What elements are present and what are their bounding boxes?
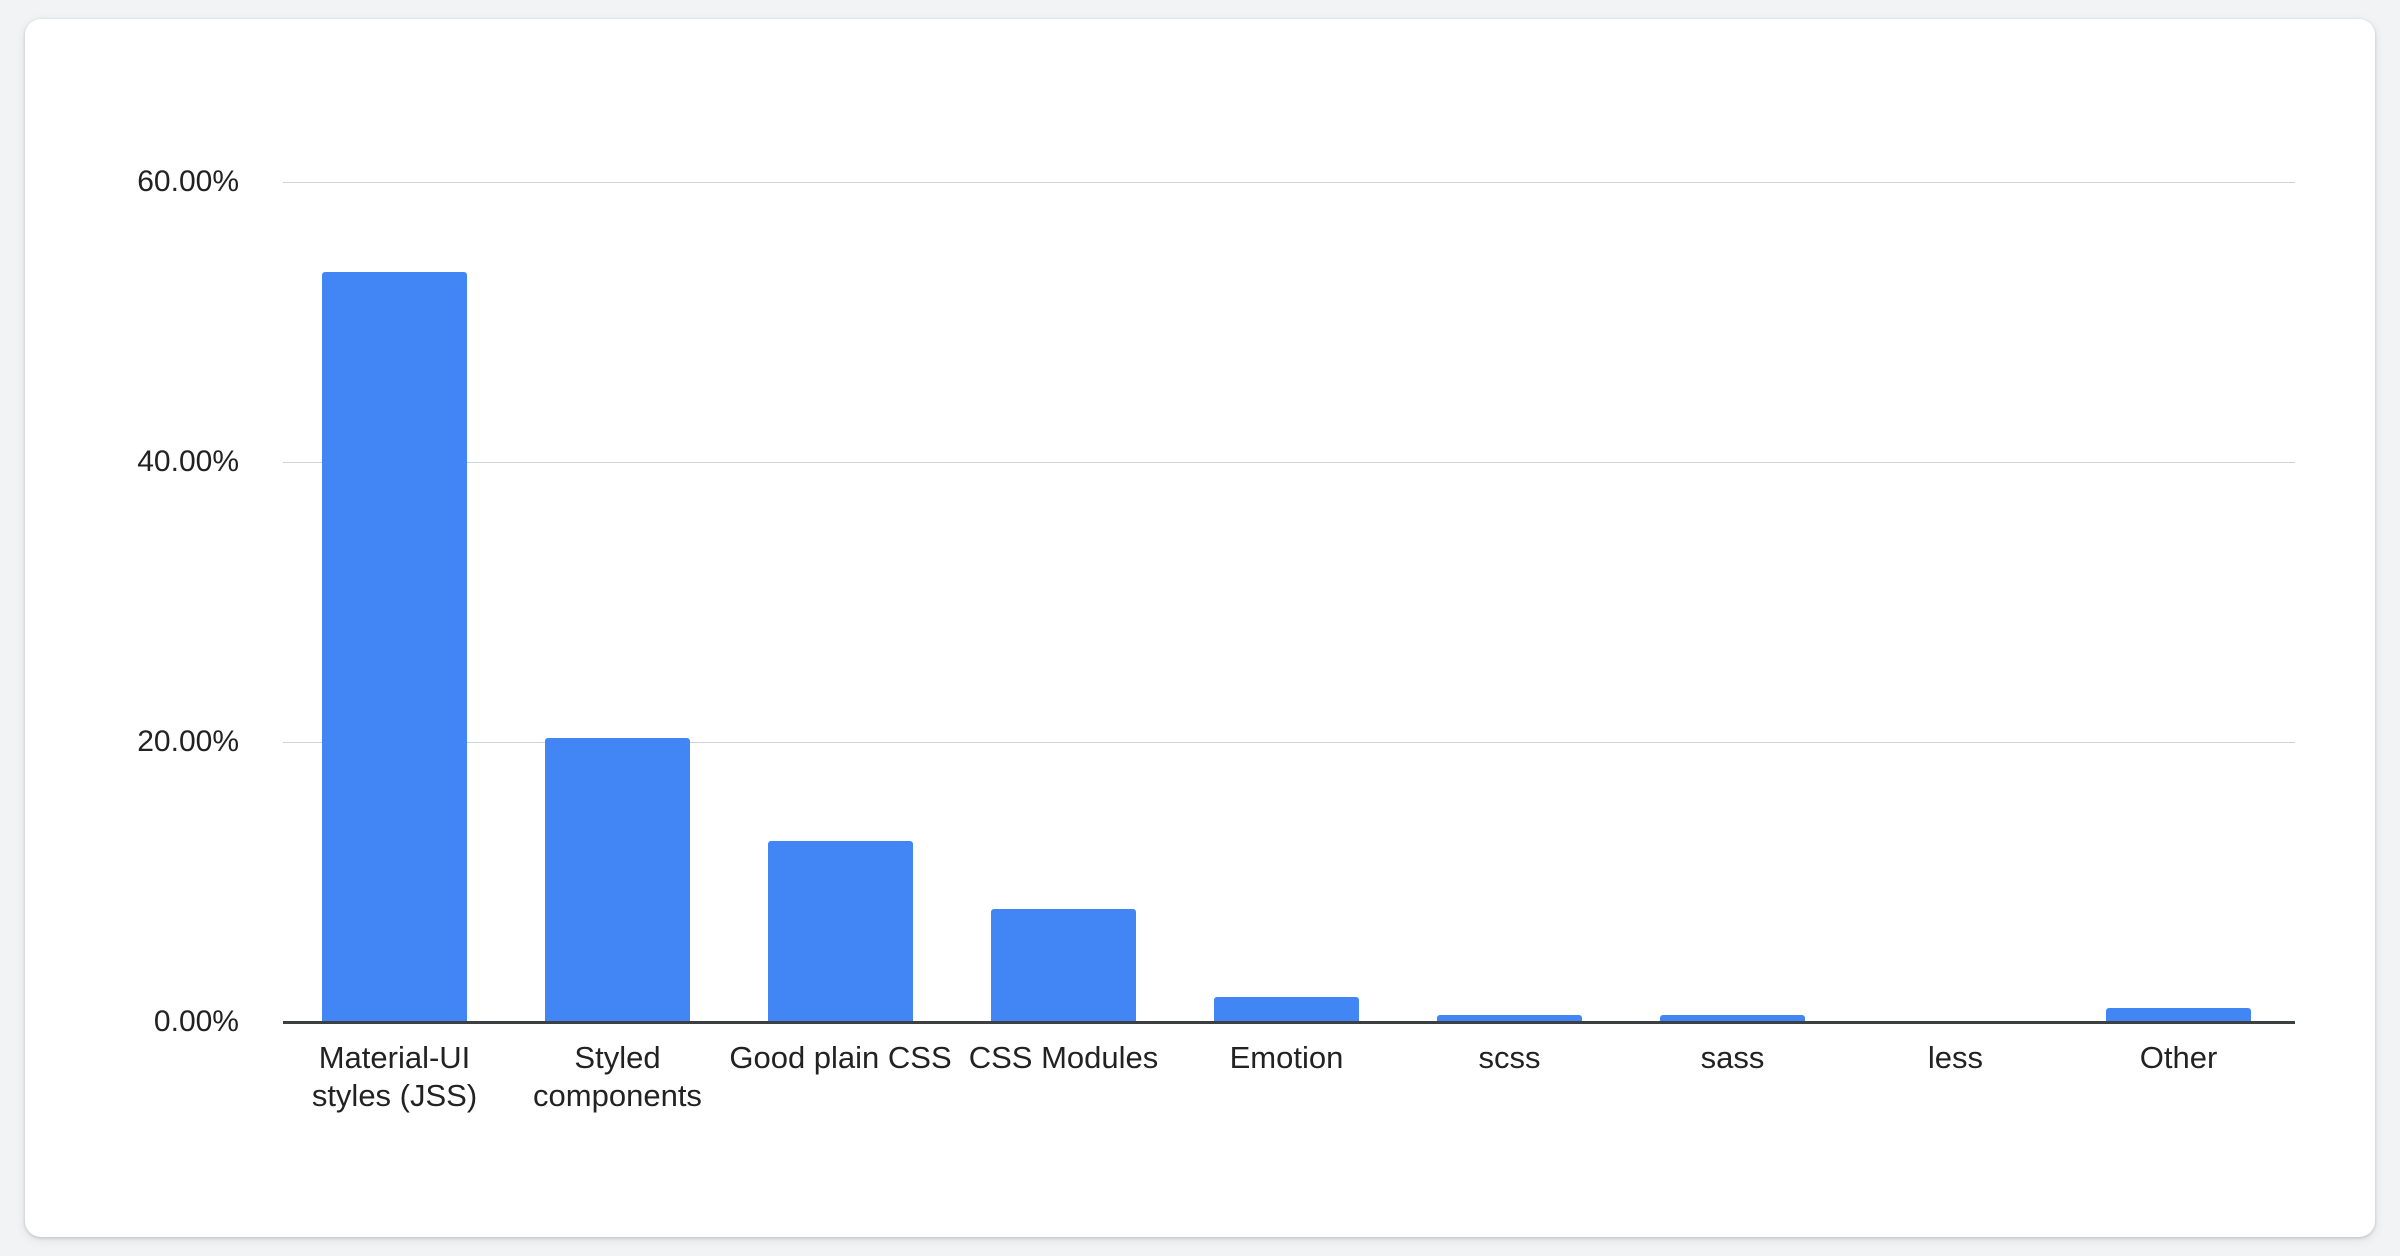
- bar-slot-3: [952, 19, 1175, 1022]
- bar-slot-0: [283, 19, 506, 1022]
- bar-sass[interactable]: [1660, 1015, 1805, 1022]
- gridline-60: [283, 182, 2295, 183]
- gridline-40: [283, 462, 2295, 463]
- bar-slot-1: [506, 19, 729, 1022]
- ytick-label-20: 20.00%: [137, 725, 239, 758]
- xlabel-styled-components: Styled components: [533, 1040, 702, 1113]
- chart-card: 60.00% 40.00% 20.00% 0.00%: [25, 19, 2375, 1237]
- xlabel-material-ui-styles-jss: Material-UI styles (JSS): [311, 1040, 478, 1113]
- gridline-20: [283, 742, 2295, 743]
- xlabel-other: Other: [2139, 1040, 2218, 1075]
- bar-other[interactable]: [2106, 1008, 2251, 1022]
- xlabel-emotion: Emotion: [1229, 1040, 1344, 1075]
- bars-layer: [283, 19, 2295, 1022]
- ytick-label-60: 60.00%: [137, 165, 239, 198]
- x-axis-labels: Material-UI styles (JSS) Styled componen…: [283, 1039, 2295, 1189]
- bar-slot-4: [1175, 19, 1398, 1022]
- bar-good-plain-css[interactable]: [768, 841, 913, 1022]
- bar-scss[interactable]: [1437, 1015, 1582, 1022]
- bar-slot-6: [1621, 19, 1844, 1022]
- xlabel-scss: scss: [1478, 1040, 1541, 1075]
- xlabel-sass: sass: [1700, 1040, 1765, 1075]
- bar-slot-2: [729, 19, 952, 1022]
- bar-styled-components[interactable]: [545, 737, 690, 1022]
- ytick-label-40: 40.00%: [137, 445, 239, 478]
- bar-slot-5: [1398, 19, 1621, 1022]
- bar-slot-7: [1844, 19, 2067, 1022]
- bar-emotion[interactable]: [1214, 996, 1359, 1022]
- xlabel-good-plain-css: Good plain CSS: [729, 1040, 952, 1075]
- xlabel-css-modules: CSS Modules: [968, 1040, 1159, 1075]
- xlabel-less: less: [1927, 1040, 1984, 1075]
- bar-css-modules[interactable]: [991, 908, 1136, 1022]
- ytick-label-0: 0.00%: [153, 1005, 239, 1038]
- plot-area: 60.00% 40.00% 20.00% 0.00%: [25, 19, 2375, 1237]
- bar-material-ui-styles-jss[interactable]: [322, 271, 467, 1022]
- x-axis-line: [283, 1021, 2295, 1024]
- bar-slot-8: [2067, 19, 2290, 1022]
